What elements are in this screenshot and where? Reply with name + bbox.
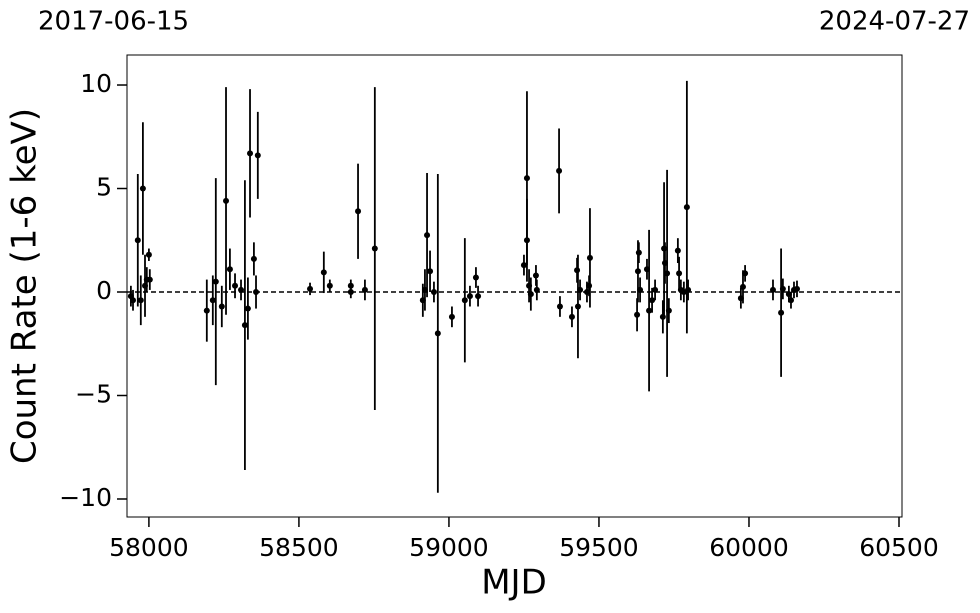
data-point [649, 297, 656, 304]
data-point [574, 303, 581, 310]
data-point [253, 289, 260, 296]
data-point [212, 278, 219, 285]
y-tick-label: −5 [75, 379, 112, 408]
data-point [247, 150, 254, 157]
x-tick-label: 59500 [559, 533, 639, 562]
data-point [676, 270, 683, 277]
data-point [145, 251, 152, 258]
data-point [223, 197, 230, 204]
y-tick-label: −10 [59, 483, 112, 512]
data-point [659, 313, 666, 320]
data-point [520, 262, 527, 269]
x-tick-label: 58500 [259, 533, 339, 562]
data-point [448, 313, 455, 320]
end-date: 2024-07-27 [819, 7, 970, 37]
x-tick-label: 60500 [859, 533, 939, 562]
data-point [244, 305, 251, 312]
data-point [637, 286, 644, 293]
data-point [635, 249, 642, 256]
start-date: 2017-06-15 [38, 7, 189, 37]
data-point [466, 293, 473, 300]
data-point [661, 245, 668, 252]
y-tick-label: 0 [96, 276, 112, 305]
data-point [209, 297, 216, 304]
data-point [226, 266, 233, 273]
data-point [769, 286, 776, 293]
data-point [139, 185, 146, 192]
data-point [238, 286, 245, 293]
y-tick-label: 5 [96, 173, 112, 202]
data-point [130, 297, 137, 304]
data-point [203, 307, 210, 314]
data-point [568, 313, 575, 320]
data-point [574, 267, 581, 274]
x-axis-label: MJD [481, 563, 547, 603]
data-point [793, 285, 800, 292]
data-point [652, 286, 659, 293]
data-point [739, 283, 746, 290]
data-point [556, 167, 563, 174]
data-point [523, 175, 530, 182]
data-point [664, 270, 671, 277]
data-point [347, 282, 354, 289]
data-point [434, 330, 441, 337]
data-point [742, 270, 749, 277]
data-point [475, 293, 482, 300]
data-point [320, 269, 327, 276]
data-point [556, 303, 563, 310]
x-tick-label: 60000 [709, 533, 789, 562]
data-point [307, 285, 314, 292]
x-tick-label: 58000 [109, 533, 189, 562]
data-point [430, 289, 437, 296]
y-tick-label: 10 [80, 69, 112, 98]
data-point [674, 247, 681, 254]
data-point [634, 268, 641, 275]
data-point [779, 285, 786, 292]
data-point [254, 152, 261, 159]
data-point [685, 286, 692, 293]
data-point [472, 274, 479, 281]
y-axis-label: Count Rate (1-6 keV) [5, 108, 45, 464]
data-point [532, 272, 539, 279]
data-point [218, 303, 225, 310]
data-point [424, 232, 431, 239]
data-point [241, 322, 248, 329]
data-point [355, 208, 362, 215]
data-point [646, 307, 653, 314]
data-point [778, 309, 785, 316]
data-point [523, 237, 530, 244]
data-point [232, 282, 239, 289]
data-point [683, 204, 690, 211]
data-point [250, 255, 257, 262]
data-point [634, 311, 641, 318]
data-point [527, 291, 534, 298]
plot-frame [126, 54, 903, 518]
data-point [326, 282, 333, 289]
data-point [137, 297, 144, 304]
data-point [586, 282, 593, 289]
data-point [577, 286, 584, 293]
data-point [586, 254, 593, 261]
data-point [787, 297, 794, 304]
data-point [146, 276, 153, 283]
data-point [134, 237, 141, 244]
x-tick-label: 59000 [409, 533, 489, 562]
data-point [665, 307, 672, 314]
data-point [533, 286, 540, 293]
data-point [427, 268, 434, 275]
data-point [371, 245, 378, 252]
data-point [461, 297, 468, 304]
data-point [361, 286, 368, 293]
